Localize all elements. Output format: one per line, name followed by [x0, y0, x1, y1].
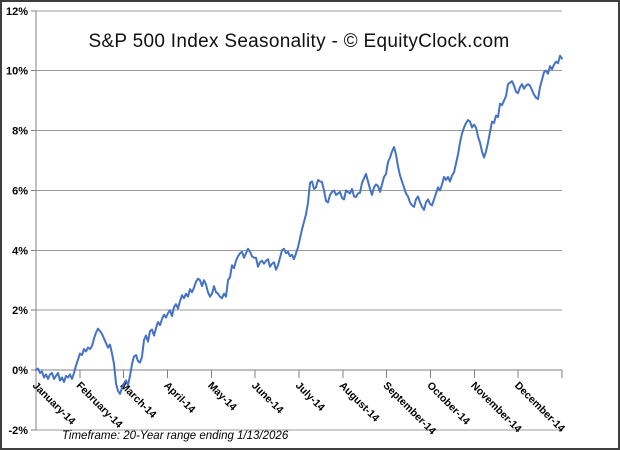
chart-title: S&P 500 Index Seasonality - © EquityCloc… — [88, 31, 510, 52]
x-axis-month-label: April-14 — [161, 380, 197, 416]
x-axis-month-label: June-14 — [249, 380, 286, 417]
y-axis-tick-label: 2% — [12, 305, 28, 317]
timeframe-note: Timeframe: 20-Year range ending 1/13/202… — [62, 430, 289, 442]
seasonality-line — [35, 54, 563, 395]
x-axis-month-label: August-14 — [337, 380, 382, 425]
x-axis-month-label: January-14 — [30, 380, 78, 428]
y-axis-tick-label: 4% — [12, 245, 28, 257]
y-axis-tick-label: 8% — [12, 126, 28, 138]
y-axis-tick-label: 10% — [6, 66, 28, 78]
y-axis-tick-label: 12% — [6, 6, 28, 18]
x-axis-month-label: July-14 — [293, 380, 327, 414]
x-axis-month-label: May-14 — [205, 380, 239, 414]
x-axis-month-label: October-14 — [424, 380, 472, 428]
y-axis-tick-label: -2% — [8, 425, 28, 437]
y-axis-tick-label: 0% — [12, 365, 28, 377]
y-axis-tick-label: 6% — [12, 185, 28, 197]
